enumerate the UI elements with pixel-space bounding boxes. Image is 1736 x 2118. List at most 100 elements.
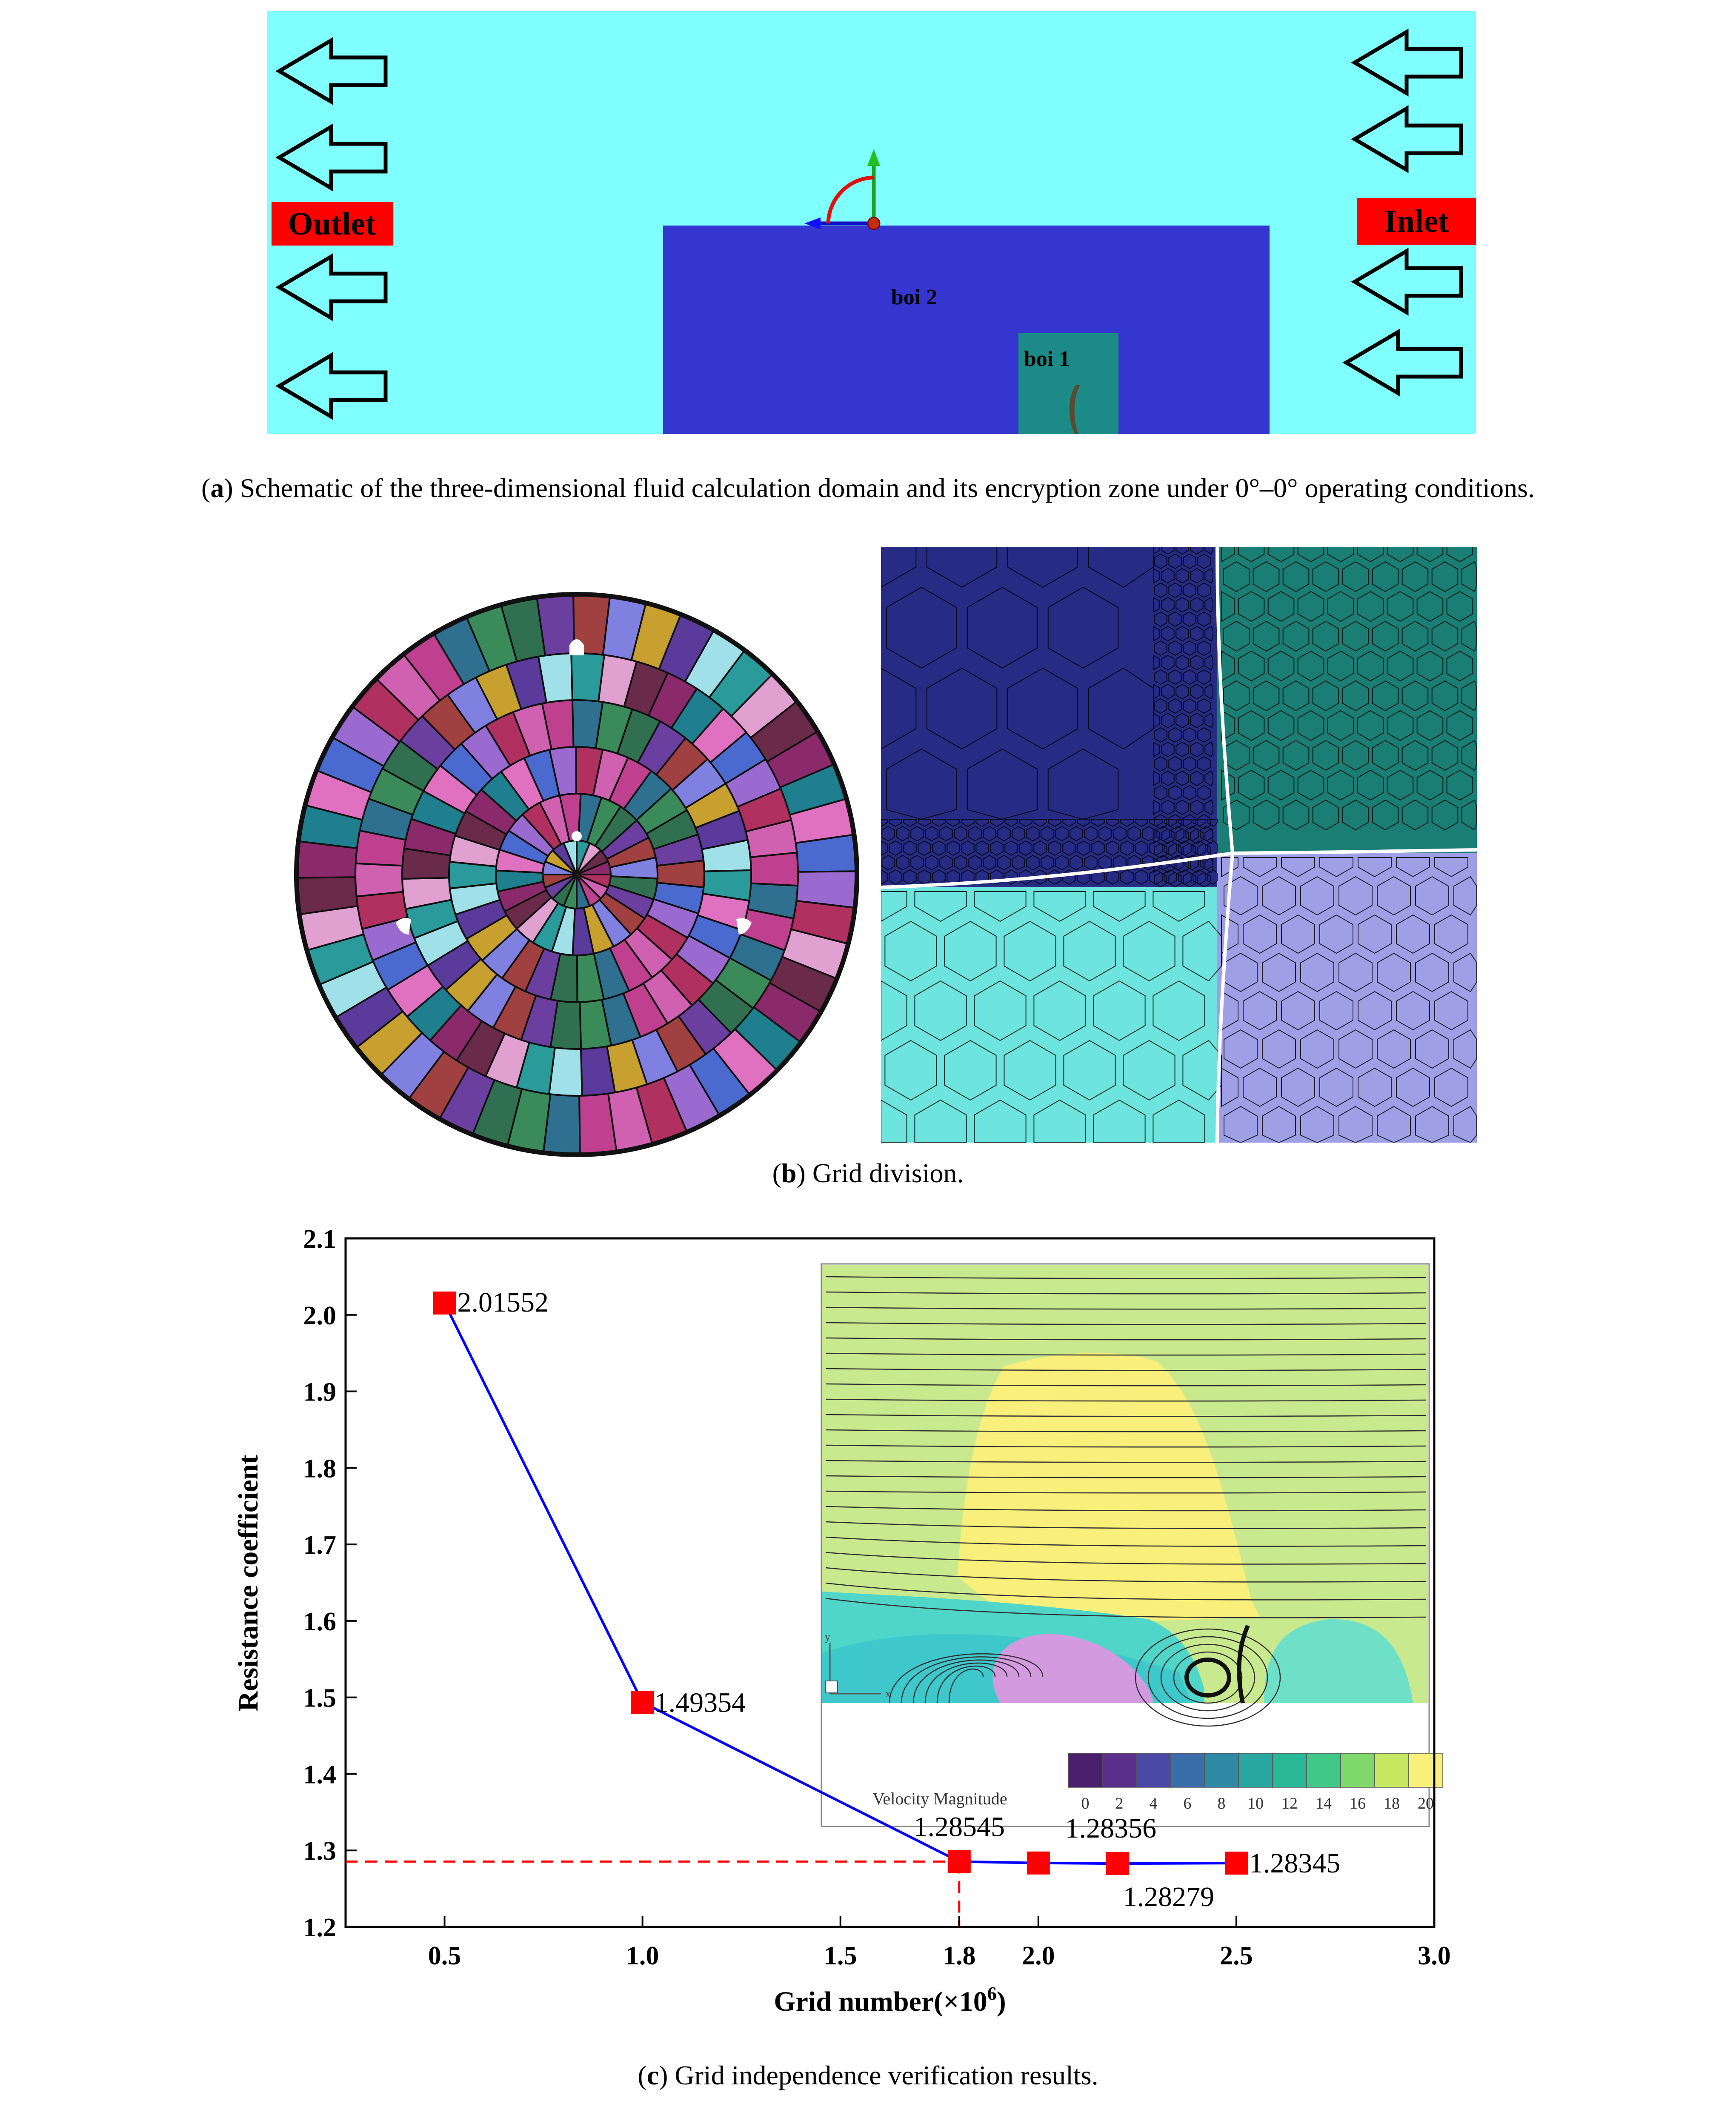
- mesh-cell: [1084, 826, 1098, 842]
- mesh-cell: [1415, 1029, 1449, 1069]
- mesh-cell: [1297, 769, 1324, 801]
- mesh-cell: [1282, 561, 1310, 592]
- mesh-cell: [881, 826, 895, 842]
- streamline: [825, 1322, 1426, 1325]
- mesh-cell: [1319, 991, 1353, 1031]
- inset-axis-x-label: x: [885, 1687, 891, 1700]
- mesh-cell: [1197, 785, 1211, 801]
- mesh-cell: [1243, 1067, 1277, 1107]
- streamline: [901, 1656, 1032, 1704]
- mesh-cell: [910, 826, 924, 842]
- mesh-cell: [1007, 667, 1078, 750]
- mesh-cell: [1047, 586, 1119, 669]
- mesh-cell: [1190, 799, 1204, 815]
- mesh-cell: [1312, 799, 1339, 831]
- mesh-cell: [1204, 770, 1213, 786]
- streamline: [825, 1598, 1426, 1618]
- model-silhouette: [1069, 385, 1080, 434]
- mesh-cell: [1415, 952, 1449, 992]
- mesh-cell: [1190, 857, 1204, 873]
- mesh-cell: [1401, 561, 1429, 592]
- mesh-cell: [1197, 814, 1211, 830]
- mesh-cell: [1262, 1029, 1296, 1069]
- mesh-cell: [881, 855, 895, 871]
- mesh-cell: [1221, 914, 1238, 954]
- mesh-cell: [1019, 840, 1032, 856]
- mesh-cell: [1041, 855, 1054, 871]
- mesh-cell: [1182, 1040, 1222, 1101]
- mesh-cell: [1063, 920, 1116, 982]
- mesh-cell: [1434, 914, 1468, 954]
- mesh-cell: [1338, 1106, 1373, 1143]
- mesh-cell: [1019, 819, 1032, 827]
- coordinate-axes-icon: [804, 149, 881, 230]
- mesh-cell: [1223, 561, 1250, 592]
- mesh-cell: [881, 980, 907, 1041]
- mesh-cell: [1004, 1040, 1056, 1101]
- mesh-cell: [914, 1099, 967, 1143]
- mesh-cell: [1193, 869, 1206, 885]
- mesh-cell: [881, 891, 907, 922]
- mesh-cell: [749, 852, 799, 887]
- mesh-cell: [1153, 857, 1160, 873]
- mesh-cell: [1267, 547, 1295, 563]
- mesh-cell: [1446, 710, 1473, 741]
- mesh-cell: [1357, 547, 1384, 563]
- legend-swatch: [1272, 1753, 1307, 1788]
- mesh-cell: [1127, 826, 1141, 842]
- mesh-cell: [1377, 952, 1411, 992]
- mesh-cell: [1461, 740, 1477, 771]
- data-point-label: 1.28356: [1065, 1813, 1157, 1844]
- mesh-cell: [1175, 568, 1189, 584]
- mesh-cell: [1048, 840, 1061, 856]
- y-tick-label: 1.7: [303, 1531, 337, 1560]
- mesh-cell: [1431, 799, 1459, 831]
- legend-tick-label: 6: [1184, 1795, 1192, 1812]
- data-point-label: 1.28545: [914, 1811, 1005, 1842]
- zoom-quadrant-bottom-left: [881, 887, 1217, 1143]
- mesh-cell: [947, 840, 960, 856]
- mesh-cell: [961, 840, 975, 856]
- mesh-cell: [1461, 561, 1477, 592]
- mesh-cell: [1154, 785, 1167, 801]
- mesh-cell: [1168, 756, 1182, 772]
- mesh-cell: [1281, 991, 1315, 1031]
- mesh-cell: [1221, 769, 1235, 801]
- mesh-cell: [889, 840, 902, 856]
- mesh-cell: [1178, 819, 1192, 827]
- mesh-cell: [1183, 872, 1196, 888]
- mesh-cell: [1161, 655, 1175, 671]
- mesh-cell: [903, 869, 917, 885]
- y-tick-label: 1.6: [303, 1607, 337, 1636]
- streamline: [825, 1506, 1426, 1512]
- mesh-cell: [1175, 712, 1189, 729]
- mesh-cell: [1120, 869, 1134, 885]
- mesh-cell: [1197, 553, 1211, 569]
- mesh-cell: [961, 819, 975, 827]
- mesh-cell: [881, 1099, 907, 1143]
- mesh-cell: [1154, 872, 1167, 888]
- mesh-cell: [1161, 547, 1175, 555]
- x-tick-label: 3.0: [1418, 1941, 1451, 1970]
- mesh-cell: [1190, 770, 1204, 786]
- mesh-cell: [1193, 840, 1206, 856]
- streamline: [825, 1276, 1426, 1279]
- mesh-cell: [1168, 727, 1182, 743]
- disc-outline: [294, 592, 859, 1157]
- legend-swatch: [1102, 1753, 1137, 1788]
- mesh-cell: [1183, 582, 1196, 598]
- mesh-cell: [1135, 819, 1148, 827]
- mesh-cell: [1161, 741, 1175, 757]
- mesh-cell: [1461, 680, 1477, 712]
- inlet-label: Inlet: [1384, 203, 1449, 239]
- mesh-cell: [925, 826, 938, 842]
- mesh-cell: [881, 547, 917, 588]
- streamline: [825, 1552, 1426, 1565]
- y-tick-label: 2.1: [303, 1226, 337, 1254]
- mesh-cell: [1171, 826, 1184, 842]
- mesh-cell: [1175, 655, 1189, 671]
- mesh-cell: [1190, 597, 1204, 613]
- mesh-cell: [1077, 819, 1090, 827]
- mesh-cell: [1401, 620, 1429, 652]
- mesh-cell: [990, 869, 1004, 885]
